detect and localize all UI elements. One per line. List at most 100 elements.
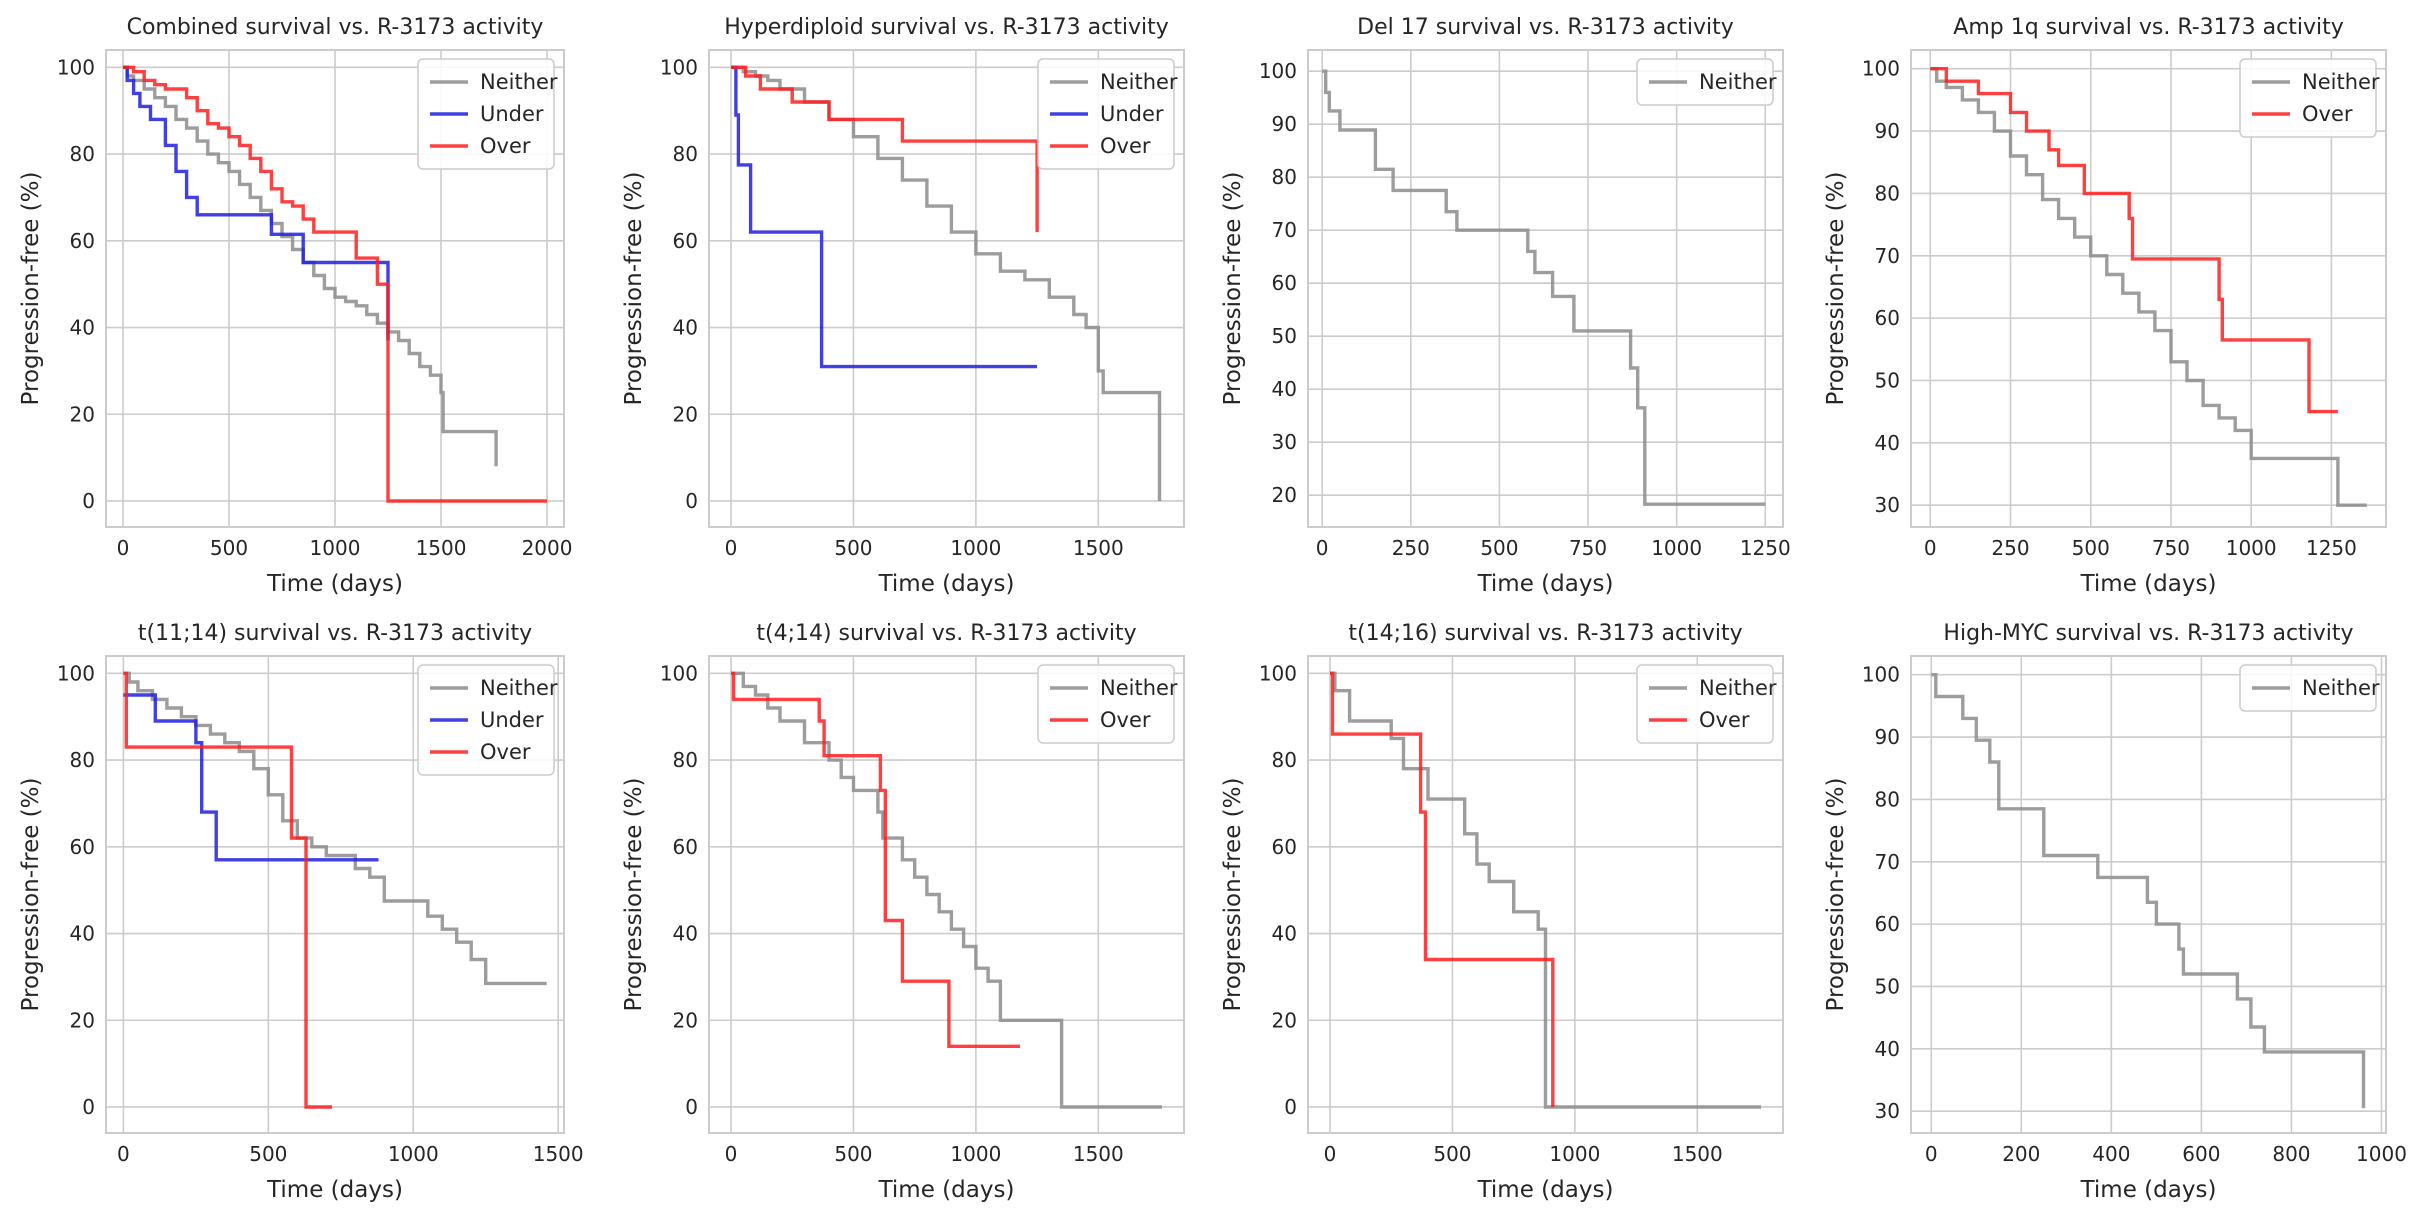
y-tick-label: 20 bbox=[70, 402, 95, 426]
y-tick-label: 40 bbox=[1272, 377, 1297, 401]
series-line-neither bbox=[731, 65, 1162, 501]
chart-title: t(4;14) survival vs. R-3173 activity bbox=[756, 621, 1136, 646]
chart-title: High-MYC survival vs. R-3173 activity bbox=[1943, 621, 2353, 646]
y-tick-label: 0 bbox=[82, 489, 95, 513]
y-tick-label: 0 bbox=[685, 1095, 698, 1119]
series-line-neither bbox=[1930, 67, 2367, 507]
series-line-under bbox=[731, 65, 1038, 369]
y-tick-label: 100 bbox=[1259, 59, 1297, 83]
y-tick-label: 20 bbox=[1272, 1008, 1297, 1032]
y-axis-label: Progression-free (%) bbox=[1823, 778, 1849, 1012]
y-tick-label: 30 bbox=[1875, 1099, 1900, 1123]
x-tick-label: 800 bbox=[2272, 1142, 2310, 1166]
y-axis-label: Progression-free (%) bbox=[621, 778, 647, 1012]
y-axis-label: Progression-free (%) bbox=[621, 172, 647, 406]
x-tick-label: 0 bbox=[117, 1142, 130, 1166]
plot-frame bbox=[1910, 655, 2387, 1134]
x-tick-label: 1250 bbox=[1740, 536, 1791, 560]
x-axis-label: Time (days) bbox=[1477, 1177, 1614, 1203]
legend-box bbox=[1636, 664, 1774, 744]
x-tick-label: 1000 bbox=[950, 536, 1001, 560]
y-tick-label: 20 bbox=[673, 402, 698, 426]
series-line-neither bbox=[731, 671, 1162, 1109]
plot-frame bbox=[1910, 49, 2387, 528]
y-tick-label: 50 bbox=[1875, 368, 1900, 392]
y-tick-label: 100 bbox=[1862, 663, 1900, 687]
legend-box bbox=[417, 58, 555, 170]
series-line-under bbox=[123, 65, 390, 341]
x-tick-label: 500 bbox=[834, 1142, 872, 1166]
y-tick-label: 100 bbox=[660, 661, 698, 685]
x-tick-label: 0 bbox=[1925, 1142, 1938, 1166]
legend-label-neither: Neither bbox=[1100, 676, 1178, 700]
chart-title: t(11;14) survival vs. R-3173 activity bbox=[138, 621, 532, 646]
chart-panel-7: 0 500 1000 1500 0 20 40 60 80 100 t(14;16) surviva… bbox=[1220, 621, 1784, 1203]
y-tick-label: 80 bbox=[673, 142, 698, 166]
legend: Neither Under Over bbox=[1037, 58, 1178, 170]
legend-label-over: Over bbox=[480, 134, 531, 158]
y-tick-label: 20 bbox=[673, 1008, 698, 1032]
x-tick-label: 250 bbox=[1392, 536, 1430, 560]
chart-panel-3: 0 250 500 750 1000 1250 20 30 40 50 60 70 80 90 100 Del… bbox=[1220, 15, 1791, 597]
y-tick-label: 60 bbox=[1272, 271, 1297, 295]
legend-label-under: Under bbox=[480, 102, 544, 126]
x-tick-label: 1000 bbox=[2356, 1142, 2407, 1166]
chart-title: t(14;16) survival vs. R-3173 activity bbox=[1348, 621, 1742, 646]
legend: Neither Over bbox=[2239, 58, 2380, 138]
y-tick-label: 90 bbox=[1875, 119, 1900, 143]
legend-label-over: Over bbox=[2302, 102, 2353, 126]
y-tick-label: 70 bbox=[1875, 244, 1900, 268]
y-tick-label: 0 bbox=[1284, 1095, 1297, 1119]
y-tick-label: 60 bbox=[1272, 835, 1297, 859]
series-line-neither bbox=[1931, 673, 2366, 1109]
y-tick-label: 60 bbox=[70, 835, 95, 859]
y-axis-label: Progression-free (%) bbox=[18, 778, 44, 1012]
series-line-neither bbox=[1322, 69, 1766, 506]
y-tick-label: 60 bbox=[673, 835, 698, 859]
y-tick-label: 60 bbox=[1875, 912, 1900, 936]
x-axis-label: Time (days) bbox=[2080, 571, 2217, 597]
x-tick-label: 1250 bbox=[2306, 536, 2357, 560]
x-axis-label: Time (days) bbox=[1477, 571, 1614, 597]
plot-frame bbox=[708, 49, 1185, 528]
y-tick-label: 0 bbox=[82, 1095, 95, 1119]
legend: Neither Under Over bbox=[417, 664, 558, 776]
chart-title: Del 17 survival vs. R-3173 activity bbox=[1357, 15, 1734, 40]
y-tick-label: 30 bbox=[1875, 493, 1900, 517]
x-tick-label: 500 bbox=[834, 536, 872, 560]
series-line-over bbox=[123, 671, 333, 1109]
x-tick-label: 200 bbox=[2002, 1142, 2040, 1166]
y-tick-label: 60 bbox=[70, 229, 95, 253]
legend-label-neither: Neither bbox=[1699, 70, 1777, 94]
y-tick-label: 40 bbox=[1875, 1037, 1900, 1061]
legend-box bbox=[1636, 58, 1774, 106]
y-tick-label: 100 bbox=[1862, 57, 1900, 81]
legend-box bbox=[2239, 58, 2377, 138]
y-tick-label: 70 bbox=[1272, 218, 1297, 242]
y-tick-label: 80 bbox=[70, 748, 95, 772]
legend-label-over: Over bbox=[480, 740, 531, 764]
x-tick-label: 0 bbox=[1316, 536, 1329, 560]
y-axis-label: Progression-free (%) bbox=[1220, 778, 1246, 1012]
y-tick-label: 100 bbox=[57, 55, 95, 79]
y-tick-label: 80 bbox=[70, 142, 95, 166]
series-line-over bbox=[123, 65, 547, 503]
chart-panel-1: 0 500 1000 1500 2000 0 20 40 60 80 100 Combined sur… bbox=[18, 15, 572, 597]
y-tick-label: 80 bbox=[1272, 165, 1297, 189]
y-tick-label: 20 bbox=[70, 1008, 95, 1032]
y-axis-label: Progression-free (%) bbox=[1823, 172, 1849, 406]
x-tick-label: 0 bbox=[1924, 536, 1937, 560]
y-tick-label: 100 bbox=[660, 55, 698, 79]
plot-frame bbox=[1307, 49, 1784, 528]
y-tick-label: 70 bbox=[1875, 850, 1900, 874]
y-tick-label: 60 bbox=[1875, 306, 1900, 330]
y-tick-label: 50 bbox=[1875, 974, 1900, 998]
y-tick-label: 20 bbox=[1272, 483, 1297, 507]
plot-frame bbox=[105, 655, 565, 1134]
chart-title: Combined survival vs. R-3173 activity bbox=[127, 15, 544, 40]
x-tick-label: 500 bbox=[210, 536, 248, 560]
chart-title: Amp 1q survival vs. R-3173 activity bbox=[1953, 15, 2343, 40]
y-tick-label: 80 bbox=[1875, 787, 1900, 811]
legend-label-under: Under bbox=[1100, 102, 1164, 126]
